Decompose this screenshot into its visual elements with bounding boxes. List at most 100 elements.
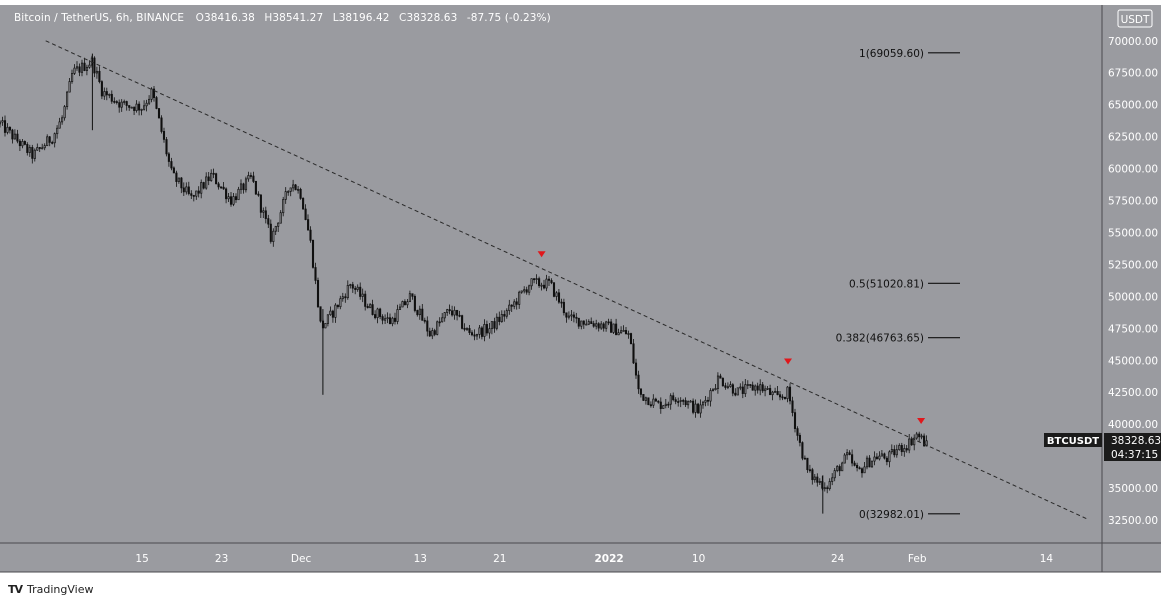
- candle-body: [572, 314, 575, 318]
- low-value: 38196.42: [338, 12, 390, 24]
- currency-badge[interactable]: USDT: [1117, 9, 1153, 28]
- candle-body: [535, 278, 538, 280]
- candle-body: [475, 334, 479, 337]
- time-axis-label: 24: [831, 553, 845, 565]
- candle-body: [885, 457, 888, 463]
- candle-body: [838, 466, 841, 472]
- candle-body: [441, 317, 444, 323]
- candle-body: [649, 404, 652, 407]
- price-axis[interactable]: 32500.0035000.0037500.0040000.0042500.00…: [1108, 36, 1158, 527]
- price-axis-label: 57500.00: [1108, 196, 1158, 208]
- candle-body: [724, 385, 727, 388]
- candle-body: [297, 188, 300, 191]
- candle-body: [438, 321, 441, 324]
- tradingview-logo-icon[interactable]: 𝗧𝗩: [8, 583, 23, 596]
- candle-body: [85, 66, 89, 71]
- candle-body: [543, 284, 546, 289]
- candle-body: [669, 395, 672, 405]
- ohlc-legend: Bitcoin / TetherUS, 6h, BINANCE O38416.3…: [14, 12, 557, 24]
- candle-body: [697, 403, 700, 414]
- candle-body: [565, 312, 568, 318]
- candle-body: [639, 388, 642, 395]
- candle-body: [160, 117, 163, 132]
- candle-body: [654, 398, 657, 402]
- candle-body: [895, 449, 898, 456]
- brand-label[interactable]: TradingView: [27, 583, 94, 596]
- candle-body: [393, 317, 397, 322]
- candle-body: [788, 386, 792, 402]
- candle-body: [642, 394, 645, 401]
- candle-body: [143, 105, 146, 110]
- candle-body: [259, 194, 262, 213]
- candle-body: [140, 108, 143, 111]
- candle-body: [498, 316, 501, 322]
- open-value: 38416.38: [203, 12, 255, 24]
- candle-body: [612, 323, 615, 333]
- candle-body: [883, 453, 886, 459]
- candle-body: [406, 301, 409, 306]
- candle-body: [826, 487, 829, 490]
- price-axis-label: 65000.00: [1108, 100, 1158, 112]
- candle-body: [533, 278, 536, 281]
- descending-resistance-trendline[interactable]: [45, 40, 1089, 520]
- symbol-title[interactable]: Bitcoin / TetherUS, 6h, BINANCE: [14, 12, 185, 24]
- candle-body: [694, 403, 697, 413]
- candle-body: [267, 218, 270, 225]
- candle-body: [461, 315, 464, 329]
- candle-body: [329, 310, 332, 316]
- candle-body: [925, 440, 928, 447]
- candle-body: [672, 395, 675, 401]
- candle-body: [674, 399, 677, 402]
- candle-body: [513, 301, 516, 307]
- candle-body: [466, 328, 469, 330]
- candle-body: [359, 286, 362, 297]
- price-axis-label: 45000.00: [1108, 355, 1158, 367]
- candle-body: [627, 333, 630, 335]
- candle-body: [386, 317, 389, 320]
- candle-body: [309, 229, 312, 241]
- candle-body: [351, 284, 354, 289]
- candle-body: [764, 388, 767, 392]
- candle-body: [396, 309, 399, 322]
- candle-body: [520, 290, 523, 293]
- candle-body: [135, 103, 138, 111]
- candle-body: [868, 457, 871, 468]
- candle-body: [490, 321, 493, 330]
- candle-body: [0, 121, 2, 125]
- candle-body: [923, 435, 926, 447]
- candle-body: [545, 278, 548, 289]
- candle-body: [272, 230, 275, 242]
- candle-body: [647, 397, 650, 406]
- candle-body: [483, 324, 486, 337]
- candle-body: [120, 101, 123, 108]
- candle-body: [515, 301, 518, 305]
- candle-body: [336, 304, 339, 308]
- candle-body: [774, 391, 777, 393]
- candle-body: [540, 284, 543, 287]
- candle-body: [197, 190, 200, 194]
- candle-body: [195, 190, 198, 197]
- candle-body: [229, 196, 233, 205]
- time-axis-label: 14: [1040, 553, 1054, 565]
- time-axis[interactable]: 15 23 Dec 13 21 2022 10 24 Feb 14: [135, 553, 1053, 565]
- candle-body: [587, 321, 590, 325]
- candle-body: [637, 374, 640, 390]
- candle-body: [242, 183, 245, 191]
- candle-body: [225, 188, 228, 200]
- candle-body: [525, 289, 528, 293]
- candle-body: [863, 466, 866, 474]
- candle-body: [903, 448, 906, 453]
- fib-level-label: 0.5(51020.81): [849, 278, 924, 290]
- candle-body: [244, 178, 248, 191]
- candle-body: [234, 196, 238, 201]
- candle-body: [590, 321, 593, 324]
- candle-body: [547, 278, 551, 281]
- candle-body: [43, 145, 46, 149]
- candle-body: [187, 186, 190, 194]
- candle-body: [6, 126, 9, 133]
- candle-body: [423, 319, 426, 322]
- candle-body: [23, 141, 26, 145]
- candle-body: [227, 196, 230, 200]
- candle-body: [284, 191, 287, 200]
